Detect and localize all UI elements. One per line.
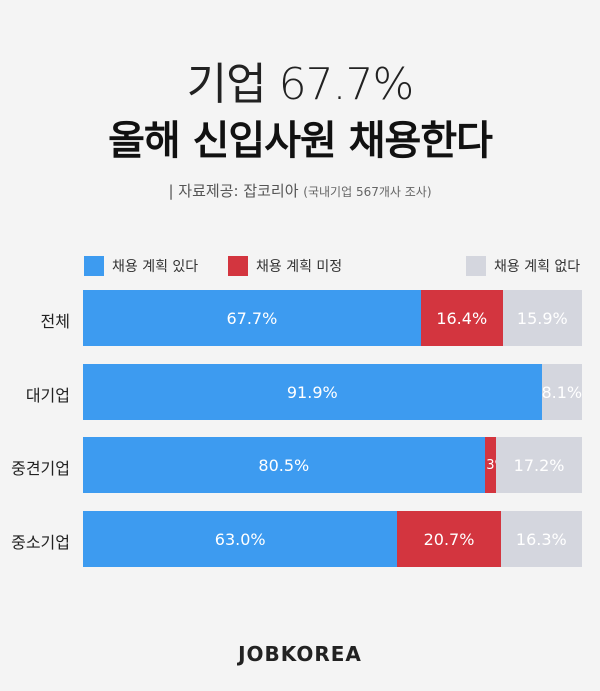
- bar-value-label: 91.9%: [286, 382, 338, 402]
- source-note: (국내기업 567개사 조사): [303, 185, 432, 199]
- legend-label-undecided: 채용 계획 미정: [256, 259, 343, 275]
- legend-label-no-plan: 채용 계획 없다: [494, 259, 581, 275]
- category-label: 대기업: [25, 386, 70, 405]
- bar-segment-no-plan: 17.2%: [496, 437, 582, 493]
- bar-segment-undecided: 20.7%: [397, 511, 501, 567]
- chart-title-line1: 기업 67.7%: [186, 59, 415, 110]
- jobkorea-logo: JOBKOREA: [238, 642, 362, 666]
- bar-value-label: 80.5%: [258, 455, 310, 475]
- bar-value-label: 20.7%: [423, 529, 475, 549]
- legend-swatch-no-plan: [466, 256, 486, 276]
- bar-segment-plan: 91.9%: [83, 364, 542, 420]
- source-credit: | 자료제공: 잡코리아 (국내기업 567개사 조사): [0, 180, 600, 201]
- bar-segment-plan: 67.7%: [83, 290, 421, 346]
- legend-item-undecided: 채용 계획 미정: [228, 256, 342, 276]
- bar-value-label: 2.3%: [485, 457, 496, 473]
- bar-value-label: 8.1%: [541, 382, 582, 402]
- bar-segment-undecided: 2.3%: [484, 437, 497, 493]
- bar-segment-plan: 80.5%: [83, 437, 485, 493]
- chart-title-line2: 올해 신입사원 채용한다: [108, 118, 493, 164]
- legend-label-plan: 채용 계획 있다: [112, 259, 199, 275]
- legend: 채용 계획 있다 채용 계획 미정 채용 계획 없다: [0, 256, 600, 280]
- legend-swatch-undecided: [228, 256, 248, 276]
- source-label: | 자료제공: 잡코리아: [168, 182, 299, 200]
- bar-value-label: 67.7%: [226, 308, 278, 328]
- bar-segment-plan: 63.0%: [83, 511, 398, 567]
- bar-value-label: 63.0%: [214, 529, 266, 549]
- legend-item-no-plan: 채용 계획 없다: [466, 256, 580, 276]
- bar-segment-undecided: 16.4%: [420, 290, 503, 346]
- bar-segment-no-plan: 15.9%: [502, 290, 582, 346]
- bar-segment-no-plan: 8.1%: [541, 364, 582, 420]
- bar-value-label: 17.2%: [513, 455, 565, 475]
- bar-value-label: 15.9%: [516, 308, 568, 328]
- legend-item-plan: 채용 계획 있다: [84, 256, 198, 276]
- category-label: 전체: [40, 312, 70, 331]
- category-label: 중견기업: [11, 459, 70, 478]
- category-label: 중소기업: [11, 533, 70, 552]
- legend-swatch-plan: [84, 256, 104, 276]
- bar-value-label: 16.3%: [515, 529, 567, 549]
- bar-value-label: 16.4%: [436, 308, 488, 328]
- bar-segment-no-plan: 16.3%: [500, 511, 582, 567]
